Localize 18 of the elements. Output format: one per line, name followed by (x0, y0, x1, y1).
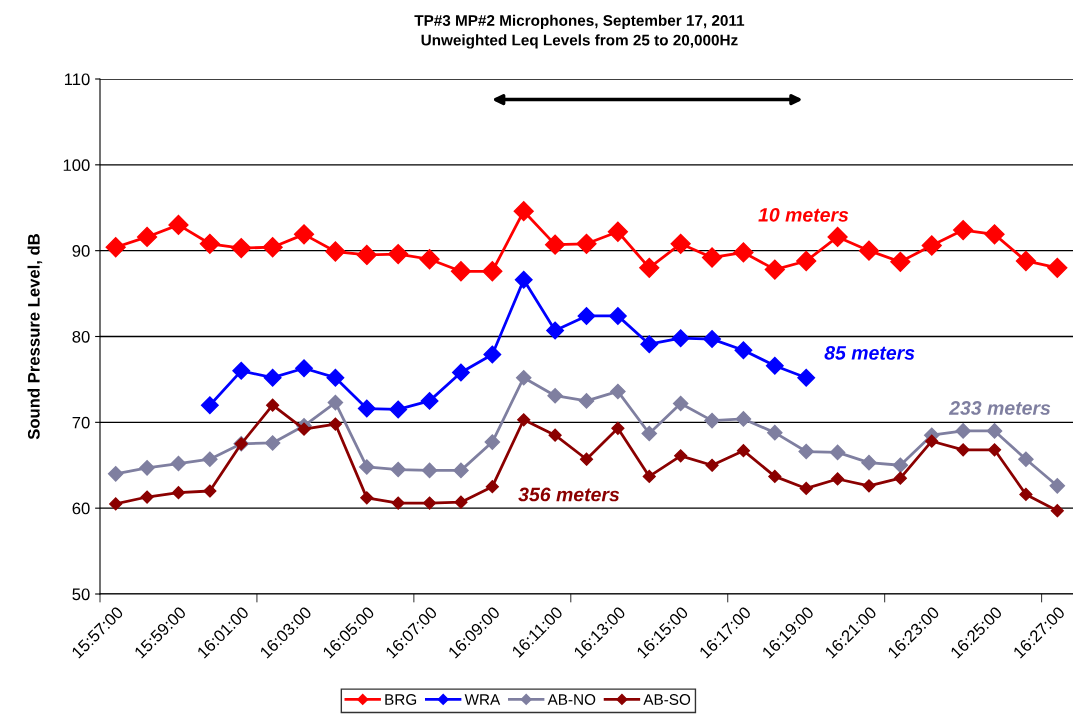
y-tick-label: 70 (72, 416, 90, 429)
annotation: 10 meters (758, 207, 849, 222)
y-tick-label: 110 (64, 73, 90, 86)
chart-title: TP#3 MP#2 Microphones, September 17, 2011 (414, 14, 745, 29)
annotation: 356 meters (518, 487, 620, 502)
y-tick-label: 60 (72, 502, 90, 515)
y-tick-label: 100 (63, 159, 90, 172)
y-tick-label: 90 (72, 245, 90, 257)
y-tick-label: 80 (72, 330, 90, 343)
y-tick-label: 50 (72, 588, 90, 601)
legend-label: AB-SO (643, 694, 691, 705)
y-axis-title: Sound Pressure Level, dB (27, 233, 43, 440)
chart-subtitle: Unweighted Leq Levels from 25 to 20,000Hz (421, 34, 738, 49)
legend-label: AB-NO (547, 694, 596, 705)
annotation: 233 meters (948, 401, 1051, 415)
annotation: 85 meters (824, 345, 915, 360)
legend-label: BRG (385, 694, 417, 705)
legend-label: WRA (464, 694, 501, 705)
